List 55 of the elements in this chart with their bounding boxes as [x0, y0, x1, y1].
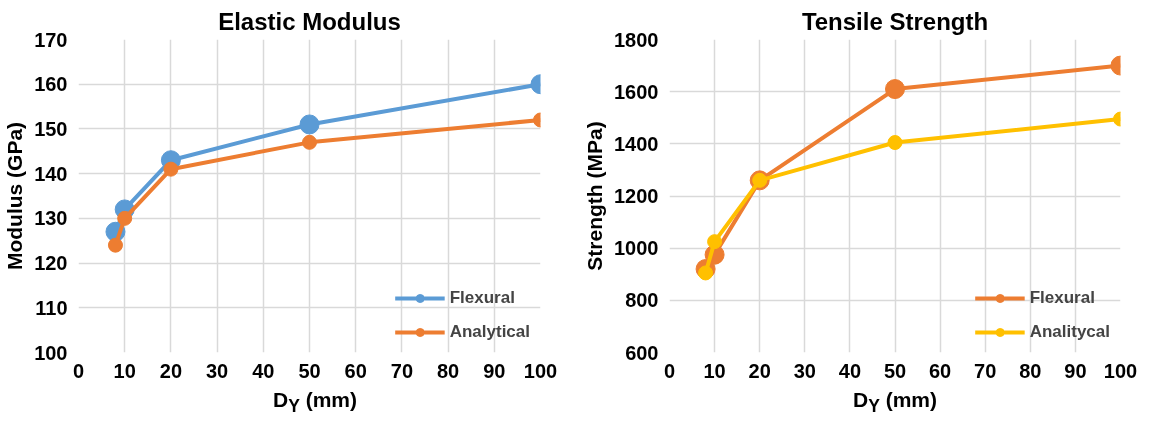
y-tick-label: 160 [34, 73, 68, 96]
x-tick-label: 60 [344, 359, 367, 382]
y-tick-label: 800 [625, 289, 659, 312]
point [887, 135, 903, 151]
x-tick-label: 50 [883, 359, 907, 382]
point [163, 161, 179, 177]
x-tick-label: 50 [298, 359, 321, 382]
y-axis-title: Strength (MPa) [583, 121, 607, 271]
x-tick-label: 0 [72, 359, 85, 382]
x-tick-label: 30 [793, 359, 816, 382]
y-tick-label: 110 [35, 296, 68, 319]
x-tick-label: 60 [928, 359, 952, 382]
x-tick-label: 0 [663, 359, 676, 382]
x-axis-title: D$_{Y}$ (mm) [272, 387, 358, 419]
y-tick-label: 130 [34, 207, 68, 230]
y-tick-label: 1600 [614, 80, 659, 103]
point [885, 79, 905, 100]
x-tick-label: 20 [748, 359, 771, 382]
legend-label: Flexural [449, 288, 515, 308]
chart-title: Elastic Modulus [218, 7, 401, 35]
x-tick-label: 80 [436, 359, 460, 382]
x-tick-label: 70 [974, 359, 997, 382]
x-tick-label: 90 [1064, 359, 1087, 382]
y-tick-label: 1000 [614, 237, 659, 260]
y-tick-label: 100 [34, 341, 68, 364]
x-tick-label: 70 [390, 359, 414, 382]
x-axis-title: D$_{Y}$ (mm) [852, 387, 938, 419]
x-tick-label: 90 [483, 359, 506, 382]
point [107, 237, 123, 253]
y-tick-label: 120 [34, 252, 68, 275]
y-tick-label: 1800 [614, 28, 659, 51]
x-tick-label: 40 [838, 359, 862, 382]
point [302, 134, 317, 150]
chart-title: Tensile Strength [801, 7, 989, 35]
legend-label: Analitycal [1029, 322, 1110, 342]
x-tick-label: 100 [1103, 359, 1138, 382]
legend-label: Flexural [1029, 288, 1095, 308]
y-tick-label: 150 [34, 117, 68, 140]
point [117, 210, 133, 226]
x-tick-label: 10 [113, 359, 136, 382]
x-tick-label: 40 [252, 359, 275, 382]
y-tick-label: 1200 [614, 185, 659, 207]
x-tick-label: 20 [159, 359, 183, 382]
point [707, 234, 723, 250]
y-tick-label: 140 [34, 162, 68, 185]
x-tick-label: 100 [523, 359, 558, 382]
legend-label: Analytical [449, 322, 530, 342]
x-tick-label: 30 [205, 359, 229, 382]
x-tick-label: 80 [1019, 359, 1042, 382]
point [299, 114, 320, 135]
x-tick-label: 10 [703, 359, 726, 382]
y-tick-label: 170 [34, 28, 68, 51]
y-tick-label: 600 [625, 341, 659, 364]
y-tick-label: 1400 [614, 132, 659, 155]
y-axis-title: Modulus (GPa) [3, 121, 27, 271]
